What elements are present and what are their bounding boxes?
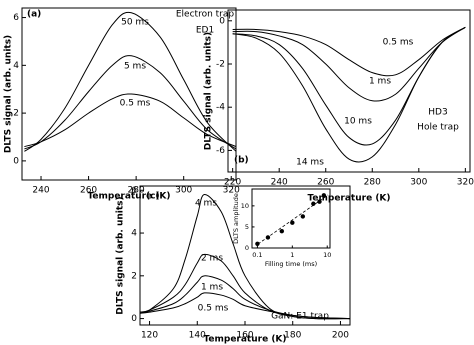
data-line xyxy=(232,26,466,102)
x-tick-label: 10 xyxy=(323,251,331,259)
y-tick-label: 0 xyxy=(13,156,19,166)
y-tick-label: 2 xyxy=(13,109,19,119)
data-line xyxy=(232,26,466,77)
y-tick-label: 0 xyxy=(131,314,137,324)
data-point xyxy=(255,241,260,246)
x-tick-label: 1 xyxy=(290,251,294,259)
y-tick-label: 0 xyxy=(245,244,249,252)
annotation: Hole trap xyxy=(417,123,459,133)
x-tick-label: 140 xyxy=(189,331,206,341)
x-tick-label: 280 xyxy=(128,186,145,196)
x-tick-label: 120 xyxy=(141,331,158,341)
x-tick-label: 240 xyxy=(32,186,49,196)
x-tick-label: 0.1 xyxy=(252,251,262,259)
x-tick-label: 300 xyxy=(175,186,192,196)
x-tick-label: 200 xyxy=(332,331,349,341)
data-point xyxy=(265,235,271,240)
y-tick-label: 4 xyxy=(131,229,137,239)
y-tick-label: -6 xyxy=(216,146,225,156)
x-axis-label: Temperature (K) xyxy=(307,194,390,204)
data-line xyxy=(24,93,237,148)
x-axis-label: Temperature (K) xyxy=(203,335,286,345)
series-label: 5 ms xyxy=(124,62,146,72)
x-tick-label: 180 xyxy=(284,331,301,341)
y-axis-label: DLTS signal (arb. units) xyxy=(204,32,214,150)
series-label: 2 ms xyxy=(201,254,223,264)
plot-frame xyxy=(227,9,471,173)
x-tick-label: 240 xyxy=(271,178,288,188)
series-label: 0.5 ms xyxy=(198,304,229,314)
x-tick-label: 320 xyxy=(223,186,240,196)
y-tick-label: -2 xyxy=(216,60,225,70)
data-line xyxy=(24,55,237,150)
data-line xyxy=(139,253,351,320)
x-tick-label: 160 xyxy=(236,331,253,341)
data-point xyxy=(300,214,306,219)
series-label: 1 ms xyxy=(369,77,391,87)
annotation: HD3 xyxy=(428,108,447,118)
y-tick-label: 4 xyxy=(13,61,19,71)
data-line xyxy=(24,11,237,152)
series-label: 0.5 ms xyxy=(120,99,151,109)
annotation: (c) xyxy=(146,192,160,202)
data-line xyxy=(139,292,351,320)
series-label: 10 ms xyxy=(344,117,372,127)
data-point xyxy=(279,228,285,234)
x-axis-label: Filling time (ms) xyxy=(265,260,317,268)
x-axis-label: Temperature (K) xyxy=(87,192,170,202)
y-tick-label: 2 xyxy=(131,271,137,281)
series-label: 0.5 ms xyxy=(383,38,414,48)
y-tick-label: 5 xyxy=(245,223,249,231)
data-point xyxy=(290,220,295,225)
x-tick-label: 320 xyxy=(457,178,474,188)
series-label: 14 ms xyxy=(296,158,324,168)
annotation: (b) xyxy=(234,156,249,166)
y-axis-label: DLTS signal (arb. units) xyxy=(116,196,126,314)
series-label: 4 ms xyxy=(195,199,217,209)
data-line xyxy=(232,26,466,163)
plot-frame xyxy=(251,188,331,249)
x-tick-label: 280 xyxy=(364,178,381,188)
plot-frame xyxy=(21,7,237,181)
y-axis-label: DLTS signal (arb. units) xyxy=(4,35,14,153)
y-tick-label: 6 xyxy=(13,13,19,23)
y-tick-label: 6 xyxy=(131,186,137,196)
data-point xyxy=(321,193,327,198)
data-line xyxy=(139,194,351,320)
annotation: (a) xyxy=(27,10,41,20)
annotation: Electron trap xyxy=(176,10,235,20)
y-tick-label: 0 xyxy=(219,16,225,26)
fit-line xyxy=(257,194,329,245)
annotation: ED1 xyxy=(196,26,214,36)
x-tick-label: 260 xyxy=(80,186,97,196)
y-tick-label: -4 xyxy=(216,103,225,113)
data-point xyxy=(311,201,316,206)
series-label: 1 ms xyxy=(201,283,223,293)
y-axis-label: DLTS amplitude xyxy=(232,193,240,244)
data-point xyxy=(317,199,322,204)
x-tick-label: 300 xyxy=(410,178,427,188)
x-tick-label: 220 xyxy=(224,178,241,188)
series-label: 50 ms xyxy=(121,18,149,28)
x-tick-label: 260 xyxy=(317,178,334,188)
y-tick-label: 10 xyxy=(241,202,249,210)
